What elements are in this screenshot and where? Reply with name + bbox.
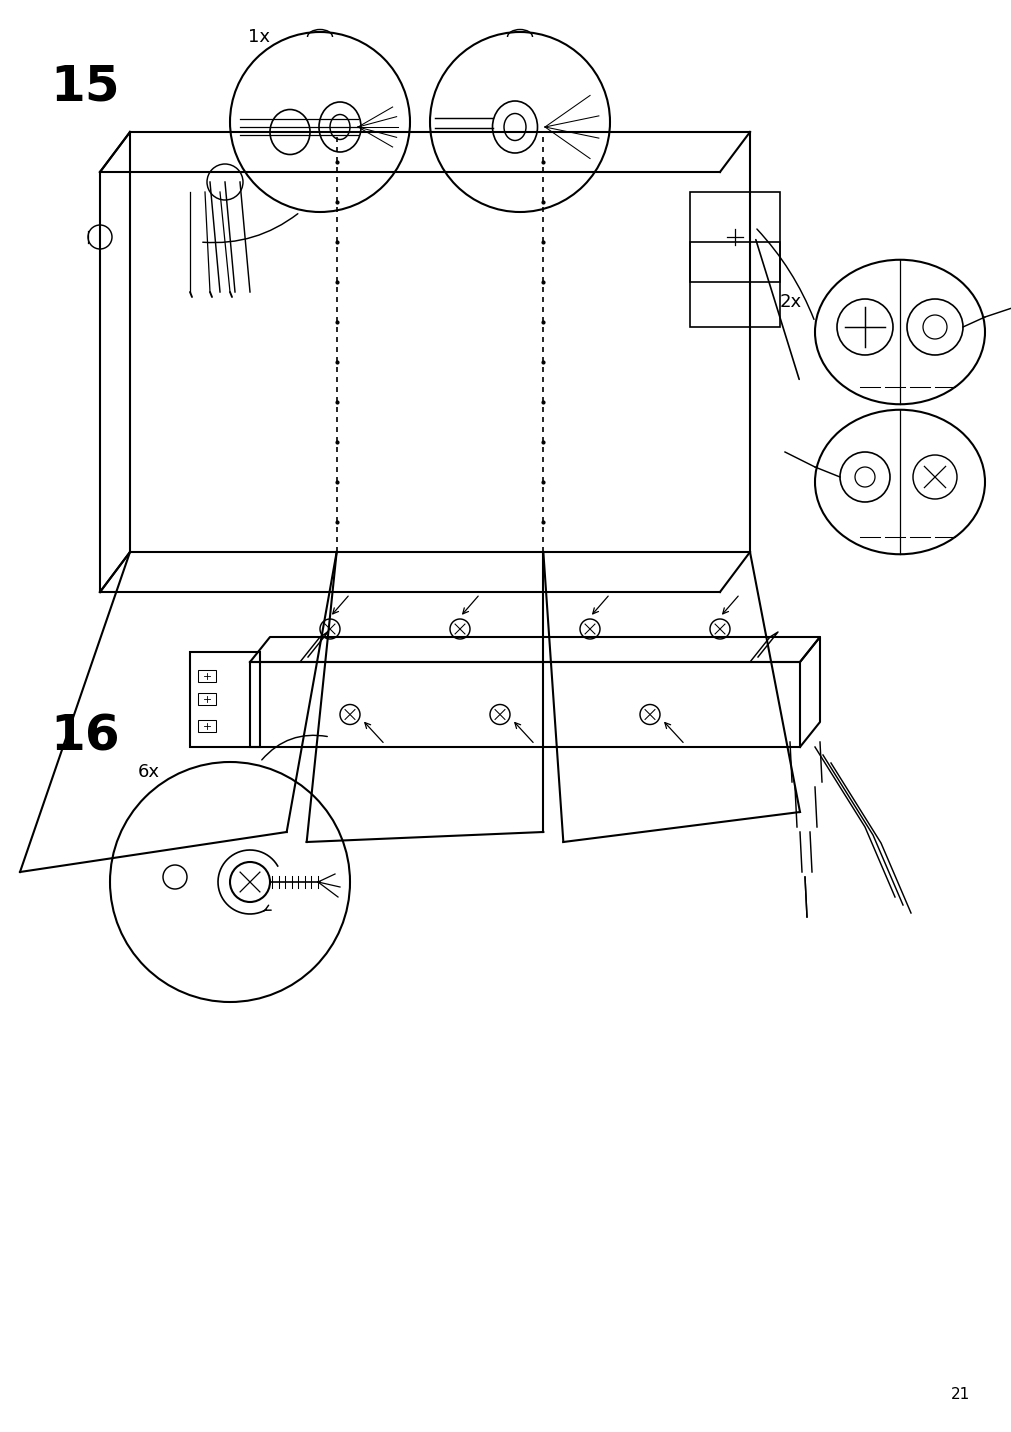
- Text: 21: 21: [949, 1388, 969, 1402]
- Text: 6x: 6x: [137, 763, 160, 780]
- Bar: [250, 662, 800, 748]
- Text: 15: 15: [50, 62, 119, 110]
- Text: 16: 16: [50, 712, 119, 760]
- Text: 2x: 2x: [779, 294, 802, 311]
- Bar: [190, 652, 260, 748]
- Text: 1x: 1x: [248, 29, 270, 46]
- Bar: [198, 720, 215, 732]
- Bar: [198, 693, 215, 705]
- Bar: [198, 670, 215, 682]
